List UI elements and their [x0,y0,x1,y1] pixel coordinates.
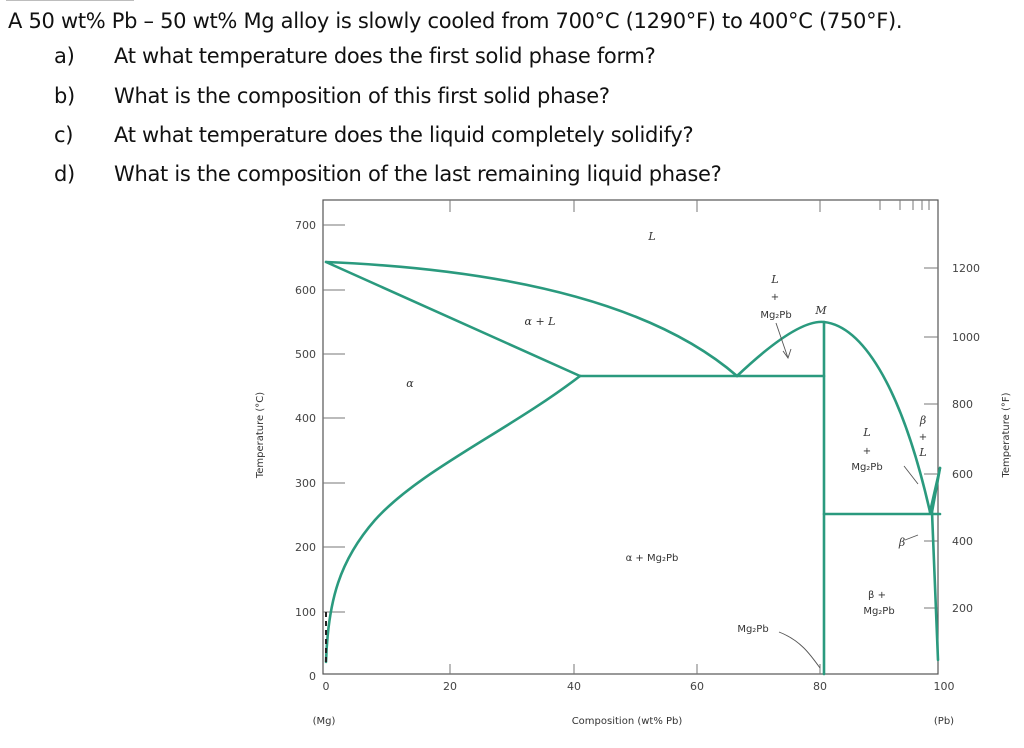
label-beta-l-plus: + [919,432,927,443]
liquidus-mg2pb [735,320,932,514]
label-beta-l-beta: β [919,414,926,427]
x-tick-label: 40 [567,680,581,693]
label-l-mg2pb-top-plus: + [771,292,779,303]
question-label: c) [54,122,74,147]
label-beta-mg2pb-b: β + [868,590,886,601]
y-tick-label: 500 [295,348,316,361]
label-alpha-mg2pb: α + Mg₂Pb [626,553,679,564]
y-right-tick-label: 1200 [952,262,980,275]
bottom-ticks [449,664,821,674]
left-ticks [323,224,345,613]
x-tick-label: 20 [443,680,457,693]
label-beta: β [898,536,905,549]
y-axis-label-right: Temperature (°F) [1001,392,1012,478]
right-ticks [924,267,938,609]
top-divider [6,0,134,1]
plot-frame [322,199,939,675]
question-label: b) [54,83,75,108]
region-labels: L α α + L L + Mg₂Pb M L + Mg₂Pb β + L β … [406,230,927,635]
question-d: d) What is the composition of the last r… [8,161,1008,187]
beta-solidus [930,466,942,514]
y-tick-label: 100 [295,606,316,619]
label-mg2pb: Mg₂Pb [737,624,768,635]
x-axis-label: Composition (wt% Pb) [572,716,683,727]
liquidus-left [324,260,739,378]
problem-statement: A 50 wt% Pb – 50 wt% Mg alloy is slowly … [8,8,1008,187]
label-l-mg2pb-right-mg: Mg₂Pb [851,462,882,473]
question-a: a) At what temperature does the first so… [8,43,1008,69]
label-l-mg2pb-top-mg: Mg₂Pb [760,310,791,321]
y-left-tick-labels: 700 600 500 400 300 200 100 0 [295,219,316,683]
question-text: What is the composition of the last rema… [114,162,722,186]
label-l-mg2pb-right-plus: + [863,446,871,457]
question-label: a) [54,44,75,69]
phase-boundaries [324,260,942,676]
y-tick-label: 300 [295,477,316,490]
label-alpha-plus-liquid: α + L [525,315,556,328]
label-beta-mg2pb-mg: Mg₂Pb [863,606,894,617]
question-text: At what temperature does the liquid comp… [114,122,694,147]
x-end-left-label: (Mg) [313,716,336,727]
y-right-tick-label: 200 [952,602,973,615]
label-l-mg2pb-top-l: L [770,273,778,286]
label-l-mg2pb-right-l: L [862,426,870,439]
problem-intro: A 50 wt% Pb – 50 wt% Mg alloy is slowly … [8,9,903,33]
y-right-tick-label: 800 [952,398,973,411]
y-tick-label: 0 [309,670,316,683]
y-right-tick-label: 600 [952,468,973,481]
x-tick-labels: 0 20 40 60 80 100 [323,680,955,693]
solvus-alpha [324,374,582,664]
x-tick-label: 60 [690,680,704,693]
beta-solvus [930,510,940,662]
question-label: d) [54,162,75,186]
question-text: At what temperature does the first solid… [114,44,656,69]
question-b: b) What is the composition of this first… [8,83,1008,109]
x-end-right-label: (Pb) [934,716,954,727]
label-point-m: M [814,304,827,317]
y-right-tick-labels: 1200 1000 800 600 400 200 [952,262,980,615]
y-tick-label: 600 [295,284,316,297]
y-tick-label: 400 [295,412,316,425]
question-c: c) At what temperature does the liquid c… [8,122,1008,148]
x-tick-label: 0 [323,680,330,693]
label-beta-l-l: L [918,446,926,459]
y-right-tick-label: 1000 [952,331,980,344]
y-tick-label: 200 [295,541,316,554]
label-alpha: α [406,377,414,390]
y-axis-label-left: Temperature (°C) [255,392,266,479]
top-ticks [449,200,930,212]
pointer-lines [775,322,919,669]
label-liquid: L [647,230,655,243]
y-tick-label: 700 [295,219,316,232]
question-text: What is the composition of this first so… [114,83,610,108]
x-tick-label: 80 [813,680,827,693]
solidus-alpha [324,260,582,378]
x-tick-label: 100 [934,680,955,693]
y-right-tick-label: 400 [952,535,973,548]
